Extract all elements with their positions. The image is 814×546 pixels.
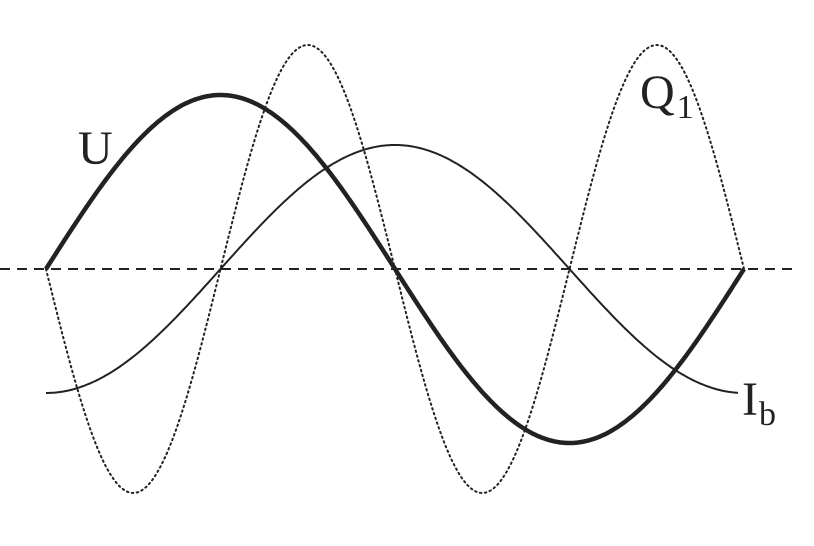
curve-ib (46, 144, 739, 394)
label-q1: Q1 (640, 66, 694, 126)
label-ib: Ib (742, 373, 776, 433)
curve-u (44, 92, 746, 446)
label-u: U (78, 122, 113, 175)
